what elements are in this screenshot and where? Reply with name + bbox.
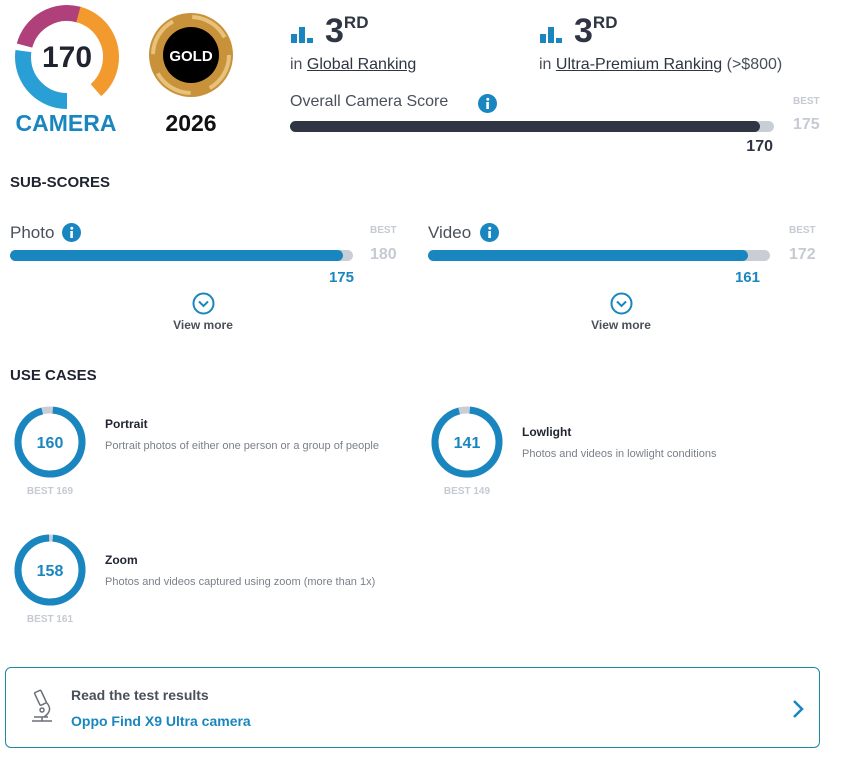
- rank-link[interactable]: Ultra-Premium Ranking: [555, 56, 723, 73]
- cta-link[interactable]: Oppo Find X9 Ultra camera: [71, 713, 251, 729]
- view-more[interactable]: View more: [173, 318, 233, 332]
- rank-number: 3: [574, 12, 593, 50]
- ring-best: BEST 161: [10, 614, 90, 625]
- use-case-name: Portrait: [105, 417, 148, 431]
- award-ring-shine: [151, 15, 231, 95]
- cta-box[interactable]: [5, 667, 820, 748]
- score-value: 161: [734, 269, 760, 286]
- cta-title: Read the test results: [71, 687, 209, 703]
- rank-number: 3: [325, 12, 344, 50]
- rank-2: 3RD: [574, 12, 617, 51]
- view-more[interactable]: View more: [591, 318, 651, 332]
- award-year: 2026: [165, 110, 217, 136]
- info-icon[interactable]: [62, 223, 81, 242]
- score-ring: 158: [14, 534, 86, 606]
- use-case-desc: Photos and videos captured using zoom (m…: [105, 576, 376, 588]
- rank-prefix: in: [539, 56, 552, 73]
- rank-icon: [540, 27, 562, 43]
- badge-label: CAMERA: [15, 110, 117, 136]
- chevron-right[interactable]: [790, 698, 806, 720]
- best-label: BEST: [26, 614, 54, 625]
- use-case-desc: Photos and videos in lowlight conditions: [522, 448, 717, 460]
- best-value: 149: [473, 486, 491, 497]
- best-label: BEST: [26, 486, 54, 497]
- best-label: BEST: [370, 225, 397, 236]
- best-value: 161: [56, 614, 74, 625]
- best-label: BEST: [793, 96, 820, 107]
- ring-best: BEST 149: [427, 486, 507, 497]
- ring-best: BEST 169: [10, 486, 90, 497]
- score-track: [428, 250, 770, 261]
- use-case-desc: Portrait photos of either one person or …: [105, 440, 379, 452]
- rank-2-text: in Ultra-Premium Ranking (>$800): [539, 56, 782, 74]
- score-track: [10, 250, 353, 261]
- rank-prefix: in: [290, 56, 303, 73]
- score-ring: 160: [14, 406, 86, 478]
- expand-icon[interactable]: [610, 292, 633, 315]
- award-center: [163, 27, 219, 83]
- use-case-name: Lowlight: [522, 425, 572, 439]
- rank-note: (>$800): [726, 56, 783, 73]
- ring-arc: [14, 534, 86, 606]
- badge-center: [33, 23, 101, 91]
- score-value: 175: [328, 269, 354, 286]
- rank-1-text: in Global Ranking: [290, 56, 416, 74]
- ring-score: 141: [454, 435, 481, 452]
- camera-badge: 170: [15, 5, 119, 109]
- expand-icon[interactable]: [192, 292, 215, 315]
- overall-label: Overall Camera Score: [290, 93, 449, 110]
- score-bar: [10, 250, 344, 261]
- section-title: USE CASES: [10, 367, 97, 384]
- ring-score: 160: [37, 435, 64, 452]
- badge-ring-orange: [15, 5, 119, 109]
- rank-1: 3RD: [325, 12, 368, 51]
- score-bar: [290, 121, 761, 132]
- badge-ring-blue: [15, 5, 119, 109]
- rank-suffix: RD: [592, 13, 618, 32]
- best-label: BEST: [789, 225, 816, 236]
- ring-arc: [14, 406, 86, 478]
- score-bar: [428, 250, 749, 261]
- award-label: GOLD: [169, 48, 212, 65]
- best-value: 175: [793, 116, 820, 133]
- microscope-icon: [32, 689, 52, 722]
- sub-label: Video: [428, 223, 472, 242]
- ring-score: 158: [37, 563, 64, 580]
- score-track: [290, 121, 774, 132]
- info-icon[interactable]: [480, 223, 499, 242]
- best-value: 172: [789, 246, 816, 263]
- info-icon[interactable]: [478, 94, 497, 113]
- rank-icon: [291, 27, 313, 43]
- best-value: 180: [370, 246, 397, 263]
- award-badge: GOLD: [149, 13, 233, 97]
- rank-suffix: RD: [343, 13, 369, 32]
- score-ring: 141: [431, 406, 503, 478]
- rank-link[interactable]: Global Ranking: [306, 56, 417, 73]
- best-label: BEST: [443, 486, 471, 497]
- sub-label: Photo: [10, 223, 55, 242]
- section-title: SUB-SCORES: [10, 174, 111, 191]
- badge-score: 170: [42, 41, 92, 74]
- use-case-name: Zoom: [105, 553, 138, 567]
- score-value: 170: [746, 138, 773, 155]
- best-value: 169: [56, 486, 74, 497]
